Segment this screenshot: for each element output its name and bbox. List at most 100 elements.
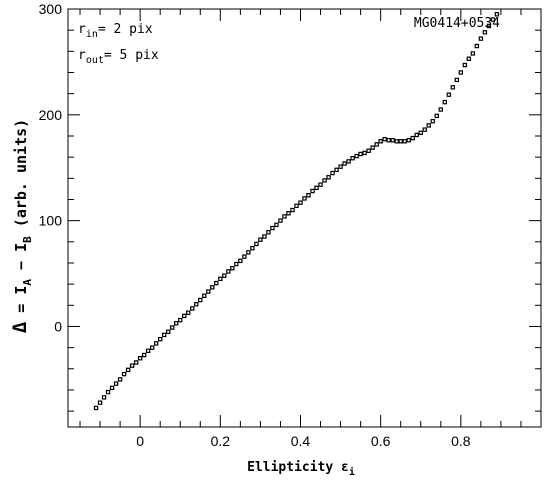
data-point bbox=[234, 261, 239, 267]
data-point bbox=[101, 395, 107, 400]
data-point bbox=[314, 185, 319, 191]
data-point bbox=[141, 352, 147, 358]
data-point bbox=[190, 306, 195, 311]
data-point bbox=[294, 203, 299, 209]
data-point bbox=[454, 77, 460, 83]
data-point bbox=[322, 178, 327, 183]
x-axis-title-main: Ellipticity ε bbox=[247, 460, 349, 475]
data-point bbox=[370, 145, 375, 150]
data-point bbox=[93, 405, 99, 411]
x-tick-label: 0.4 bbox=[291, 433, 311, 449]
data-point bbox=[178, 317, 183, 323]
data-point bbox=[270, 225, 275, 231]
data-point bbox=[438, 107, 443, 112]
data-point bbox=[458, 70, 464, 75]
x-tick-label: 0.8 bbox=[451, 433, 471, 449]
object-label: MG0414+0534 bbox=[414, 16, 500, 31]
data-point bbox=[430, 118, 435, 124]
data-point bbox=[378, 139, 383, 144]
x-tick-label: 0.2 bbox=[211, 433, 231, 449]
data-point bbox=[390, 138, 395, 143]
data-point bbox=[125, 367, 131, 373]
y-tick-label: 300 bbox=[39, 1, 63, 17]
data-point bbox=[302, 196, 307, 201]
data-point bbox=[218, 276, 223, 282]
data-point bbox=[222, 273, 227, 278]
data-point bbox=[109, 385, 115, 391]
data-point bbox=[410, 135, 415, 141]
r-in-annotation: rin= 2 pix bbox=[78, 22, 153, 40]
data-point bbox=[105, 389, 111, 395]
data-point bbox=[330, 170, 335, 176]
data-point bbox=[226, 269, 231, 274]
data-point bbox=[478, 36, 484, 41]
data-point bbox=[490, 17, 496, 22]
data-point bbox=[494, 12, 500, 17]
data-point bbox=[145, 348, 151, 354]
data-point bbox=[266, 230, 271, 235]
data-point bbox=[153, 341, 159, 346]
data-point bbox=[406, 138, 411, 143]
y-tick-label: 0 bbox=[54, 318, 62, 334]
data-point bbox=[318, 182, 323, 187]
data-point bbox=[414, 132, 419, 138]
axis-ticks bbox=[68, 8, 541, 427]
data-point bbox=[482, 30, 488, 35]
data-point bbox=[238, 258, 243, 264]
data-point bbox=[290, 207, 295, 213]
data-point bbox=[366, 148, 371, 154]
data-point bbox=[306, 193, 311, 198]
data-point bbox=[214, 280, 219, 286]
data-point bbox=[338, 164, 343, 169]
r-out-value: = 5 pix bbox=[104, 48, 159, 63]
data-point bbox=[474, 43, 480, 49]
y-axis-title-eq: = I bbox=[12, 286, 30, 322]
x-axis-title: Ellipticity εi bbox=[247, 460, 355, 478]
data-point bbox=[286, 211, 291, 216]
data-point bbox=[446, 92, 452, 97]
x-axis-title-sub: i bbox=[349, 466, 355, 478]
data-point bbox=[342, 161, 347, 166]
data-point bbox=[250, 245, 255, 251]
y-axis-title-minus: − I bbox=[12, 243, 30, 279]
y-axis-title-sub-a: A bbox=[21, 279, 34, 286]
data-point bbox=[450, 85, 456, 90]
data-point bbox=[230, 266, 235, 271]
data-point bbox=[242, 254, 247, 259]
data-point bbox=[254, 241, 259, 247]
data-point bbox=[350, 156, 355, 161]
data-point bbox=[422, 127, 427, 132]
plot-frame bbox=[67, 8, 542, 428]
data-point bbox=[182, 313, 187, 319]
data-points bbox=[93, 12, 500, 411]
data-point bbox=[310, 188, 315, 194]
data-point bbox=[386, 138, 391, 143]
data-point bbox=[186, 310, 191, 315]
y-axis-title-sub-b: B bbox=[21, 236, 34, 243]
r-in-subscript: in bbox=[86, 29, 98, 40]
data-point bbox=[418, 130, 423, 136]
data-point bbox=[426, 123, 431, 128]
y-axis-title: Δ = IA − IB (arb. units) bbox=[9, 119, 34, 333]
y-tick-label: 200 bbox=[39, 107, 63, 123]
data-point bbox=[198, 297, 203, 303]
y-tick-label: 100 bbox=[39, 213, 63, 229]
data-point bbox=[358, 151, 363, 157]
data-point bbox=[258, 237, 263, 242]
data-point bbox=[129, 363, 135, 368]
data-point bbox=[486, 23, 492, 29]
data-point bbox=[149, 345, 155, 350]
data-point bbox=[206, 289, 211, 294]
data-point bbox=[262, 234, 267, 239]
data-point bbox=[133, 360, 139, 365]
data-point bbox=[354, 153, 359, 159]
data-point bbox=[202, 293, 207, 298]
data-point bbox=[394, 139, 399, 144]
data-point bbox=[466, 56, 472, 61]
data-point bbox=[298, 200, 303, 205]
r-out-symbol: r bbox=[78, 48, 86, 63]
data-point bbox=[434, 113, 439, 119]
r-in-symbol: r bbox=[78, 22, 86, 37]
data-point bbox=[210, 285, 215, 290]
